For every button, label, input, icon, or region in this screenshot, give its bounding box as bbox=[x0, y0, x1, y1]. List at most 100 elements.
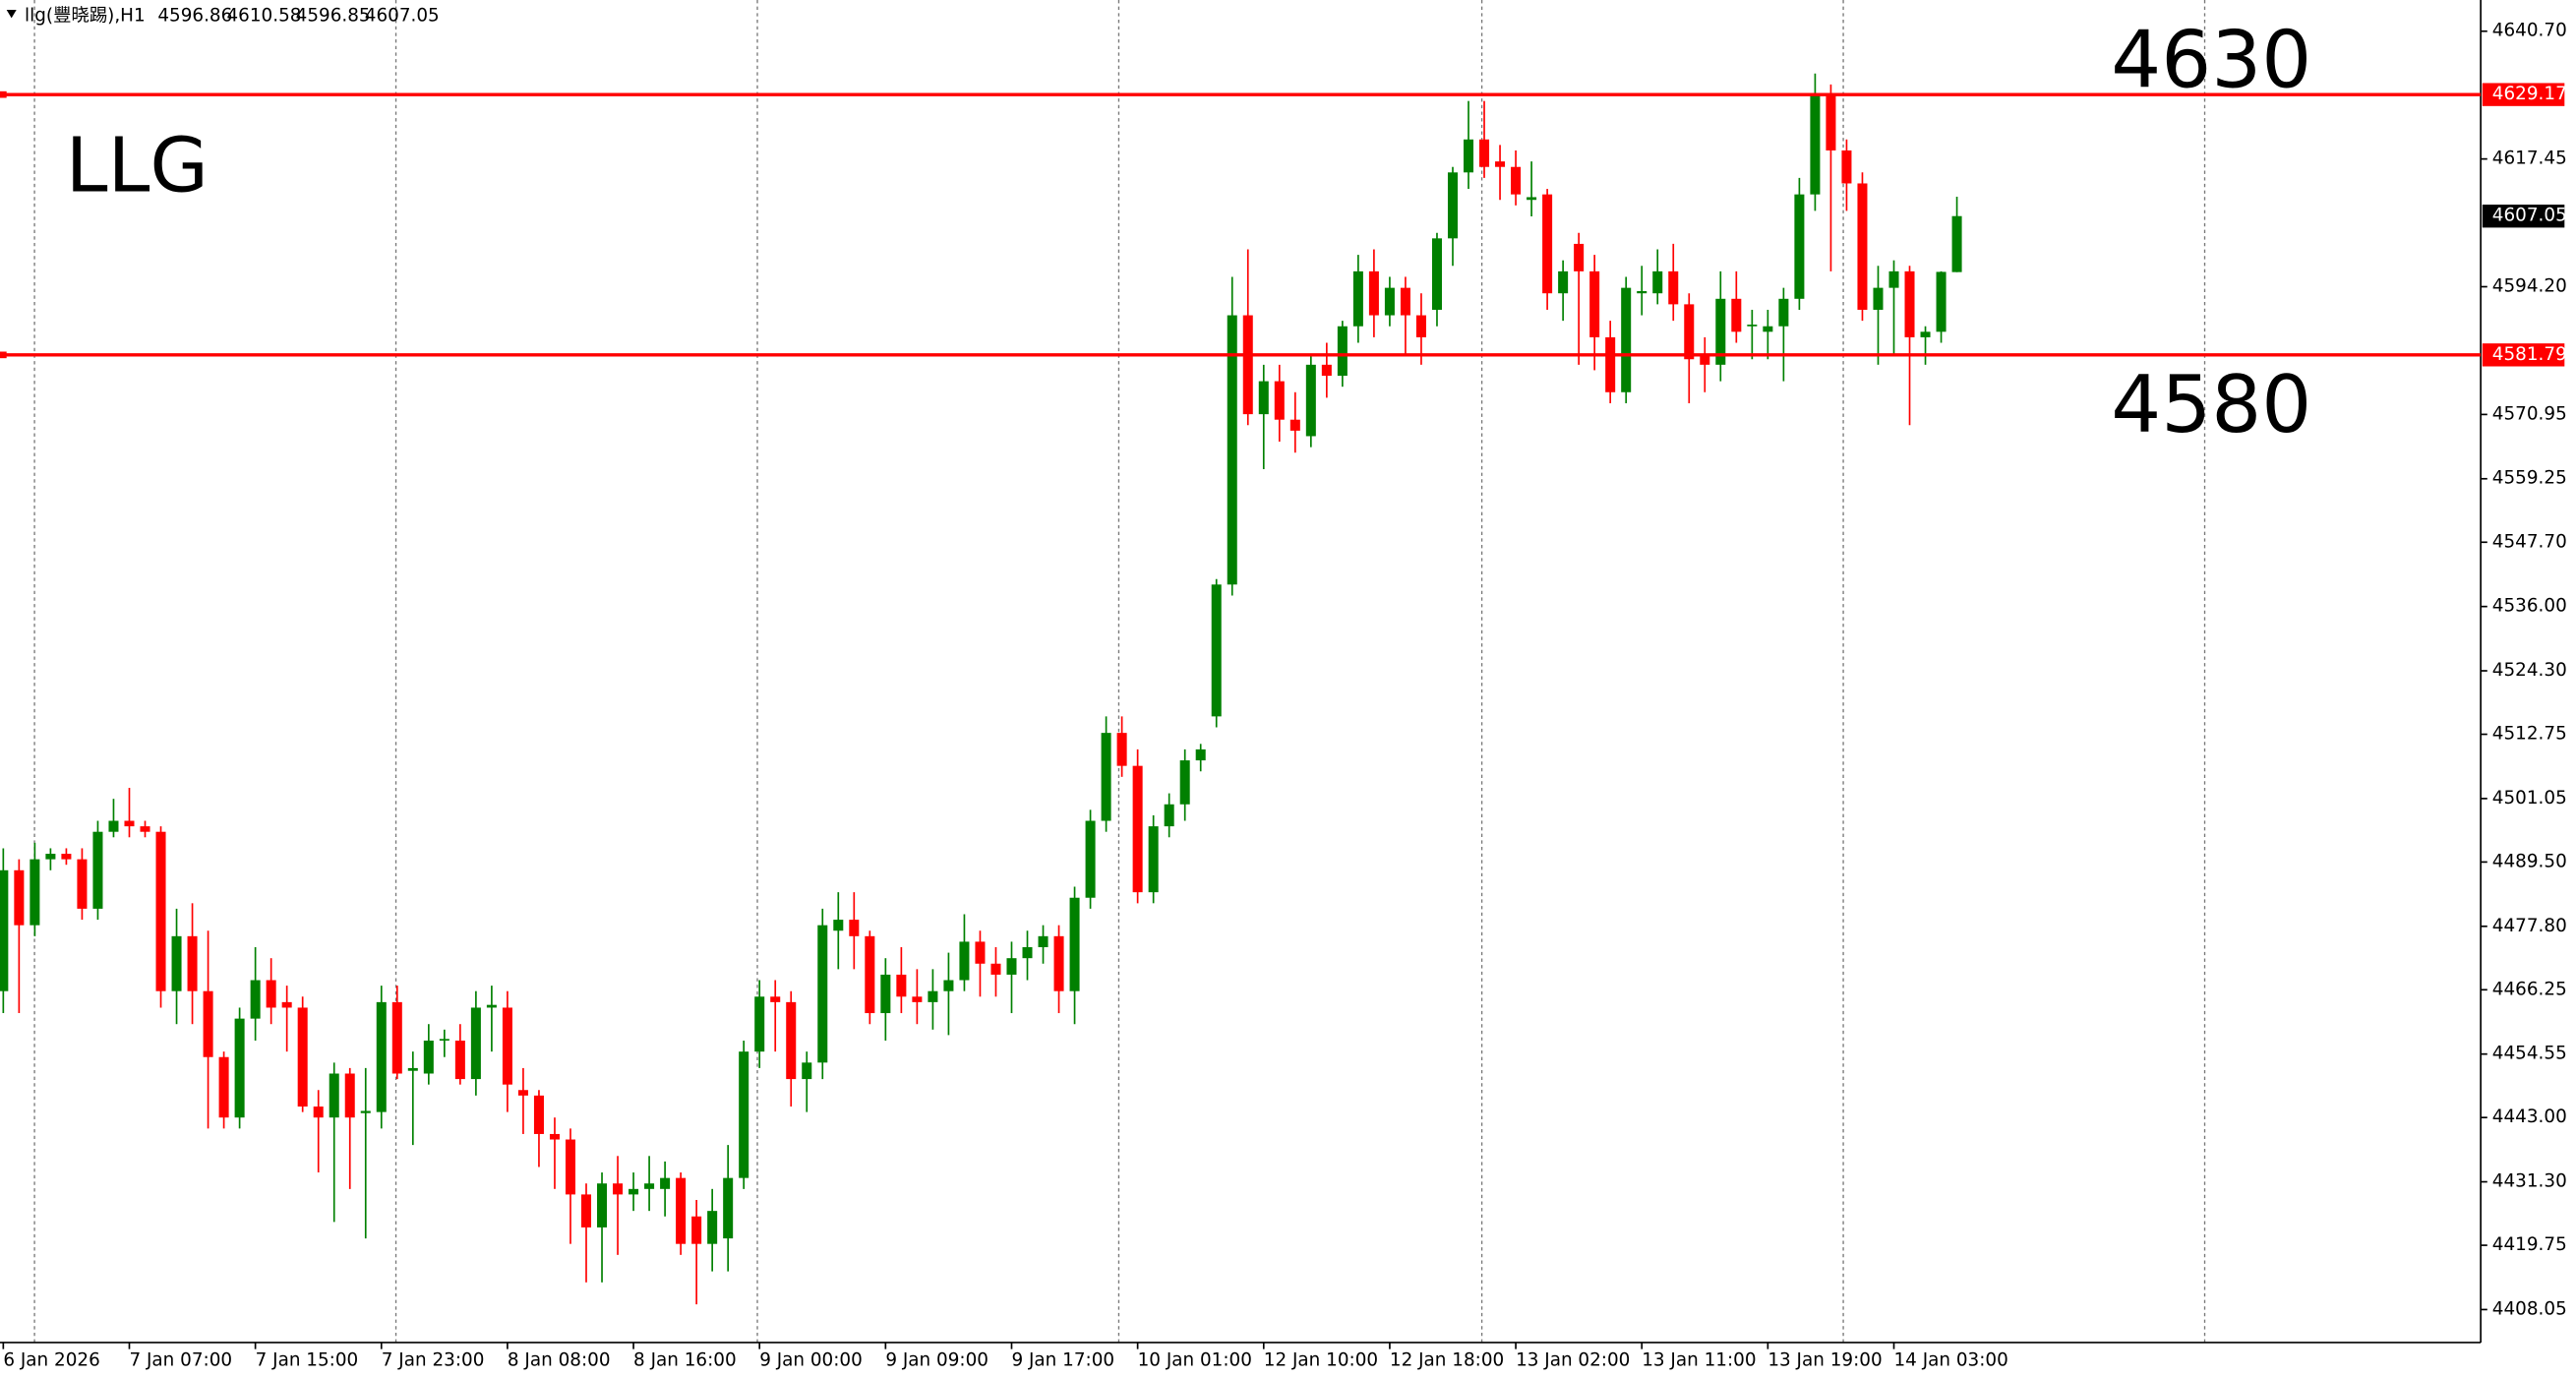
candle-body bbox=[423, 1040, 434, 1074]
candle-body bbox=[1368, 270, 1379, 316]
candle-body bbox=[975, 941, 986, 964]
level-price-label: 4629.17 bbox=[2492, 84, 2567, 104]
candle-body bbox=[1652, 270, 1663, 294]
candle-body bbox=[1794, 194, 1805, 299]
y-tick-label: 4408.05 bbox=[2492, 1298, 2567, 1319]
candle-body bbox=[1274, 381, 1285, 420]
candle-body bbox=[344, 1073, 355, 1118]
candle-body bbox=[1810, 95, 1821, 195]
candle-body bbox=[1305, 364, 1316, 437]
candle-body bbox=[1700, 353, 1710, 365]
candle-body bbox=[1006, 958, 1017, 975]
candle-body bbox=[1558, 270, 1569, 294]
candle-body bbox=[1022, 947, 1033, 959]
symbol-label: llg(豐晓踢),H1 bbox=[25, 6, 146, 27]
period-separators bbox=[33, 0, 2206, 1343]
candle-body bbox=[140, 826, 150, 832]
y-tick-label: 4617.45 bbox=[2492, 149, 2567, 169]
y-tick-label: 4594.20 bbox=[2492, 276, 2567, 297]
candle-body bbox=[880, 974, 891, 1014]
candle-body bbox=[14, 869, 25, 926]
x-tick-label: 7 Jan 07:00 bbox=[129, 1349, 232, 1370]
candle-body bbox=[1542, 194, 1553, 294]
candle-body bbox=[470, 1007, 481, 1080]
candle-body bbox=[1495, 161, 1506, 167]
annotation: LLG bbox=[66, 123, 209, 210]
x-tick-label: 7 Jan 23:00 bbox=[382, 1349, 485, 1370]
symbol-menu-icon[interactable] bbox=[6, 10, 17, 19]
level-handle bbox=[0, 351, 7, 359]
candle-body bbox=[329, 1073, 339, 1118]
candle-body bbox=[1731, 298, 1742, 332]
candle-body bbox=[1101, 733, 1111, 821]
y-tick-label: 4524.30 bbox=[2492, 660, 2567, 681]
y-tick-label: 4431.30 bbox=[2492, 1171, 2567, 1192]
candle-body bbox=[376, 1001, 387, 1112]
candle-body bbox=[61, 854, 72, 860]
candle-body bbox=[1258, 381, 1269, 415]
candle-body bbox=[1668, 270, 1679, 305]
candle-body bbox=[45, 854, 56, 860]
candle-body bbox=[1479, 139, 1490, 167]
candle-body bbox=[203, 990, 213, 1057]
candle-body bbox=[990, 963, 1001, 975]
y-tick-label: 4477.80 bbox=[2492, 916, 2567, 936]
candle-body bbox=[1211, 584, 1222, 717]
y-tick-label: 4454.55 bbox=[2492, 1044, 2567, 1064]
candle-body bbox=[1415, 315, 1426, 337]
candle-body bbox=[1857, 183, 1868, 310]
header-close: 4607.05 bbox=[365, 6, 440, 27]
candle-body bbox=[707, 1211, 718, 1244]
candle-body bbox=[549, 1133, 560, 1140]
candle-body bbox=[580, 1194, 592, 1227]
candle-body bbox=[1841, 150, 1852, 184]
candle-body bbox=[1684, 304, 1695, 360]
candle-body bbox=[786, 1001, 797, 1080]
candle-body bbox=[644, 1183, 655, 1189]
candle-body bbox=[1511, 166, 1522, 195]
candle-body bbox=[1179, 760, 1190, 805]
annotation: 4580 bbox=[2111, 359, 2311, 450]
candle-body bbox=[1873, 287, 1884, 310]
header-high: 4610.58 bbox=[226, 6, 301, 27]
y-tick-label: 4501.05 bbox=[2492, 788, 2567, 808]
x-tick-label: 9 Jan 17:00 bbox=[1011, 1349, 1114, 1370]
candle-body bbox=[1242, 315, 1253, 415]
candle-body bbox=[676, 1177, 687, 1244]
level-price-label: 4581.79 bbox=[2492, 344, 2567, 365]
y-tick-label: 4489.50 bbox=[2492, 851, 2567, 871]
candle-body bbox=[502, 1007, 512, 1085]
candle-body bbox=[1164, 804, 1174, 827]
x-tick-label: 13 Jan 11:00 bbox=[1642, 1349, 1756, 1370]
candle-body bbox=[297, 1007, 308, 1108]
candle-body bbox=[1069, 897, 1080, 991]
candle-body bbox=[1763, 326, 1773, 332]
x-tick-label: 8 Jan 08:00 bbox=[508, 1349, 611, 1370]
candle-body bbox=[407, 1067, 418, 1071]
candle-body bbox=[723, 1177, 734, 1239]
candle-body bbox=[108, 820, 119, 832]
candle-body bbox=[833, 920, 844, 931]
candle-body bbox=[1384, 287, 1395, 316]
candle-body bbox=[739, 1051, 749, 1178]
candle-body bbox=[629, 1188, 639, 1195]
level-price-box bbox=[2482, 343, 2565, 367]
candle-body bbox=[613, 1183, 624, 1195]
candle-body bbox=[1289, 419, 1300, 431]
y-tick-label: 4559.25 bbox=[2492, 468, 2567, 489]
candle-body bbox=[0, 869, 9, 991]
candle-body bbox=[171, 935, 182, 991]
candles bbox=[0, 73, 1962, 1305]
candle-body bbox=[959, 941, 970, 981]
candle-body bbox=[218, 1056, 229, 1118]
candle-body bbox=[92, 831, 103, 909]
candle-body bbox=[1116, 733, 1127, 766]
candle-body bbox=[1085, 820, 1096, 898]
candle-body bbox=[391, 1001, 402, 1074]
candle-body bbox=[1920, 331, 1931, 337]
candle-body bbox=[187, 935, 198, 991]
candle-body bbox=[454, 1040, 465, 1080]
y-tick-label: 4570.95 bbox=[2492, 403, 2567, 424]
